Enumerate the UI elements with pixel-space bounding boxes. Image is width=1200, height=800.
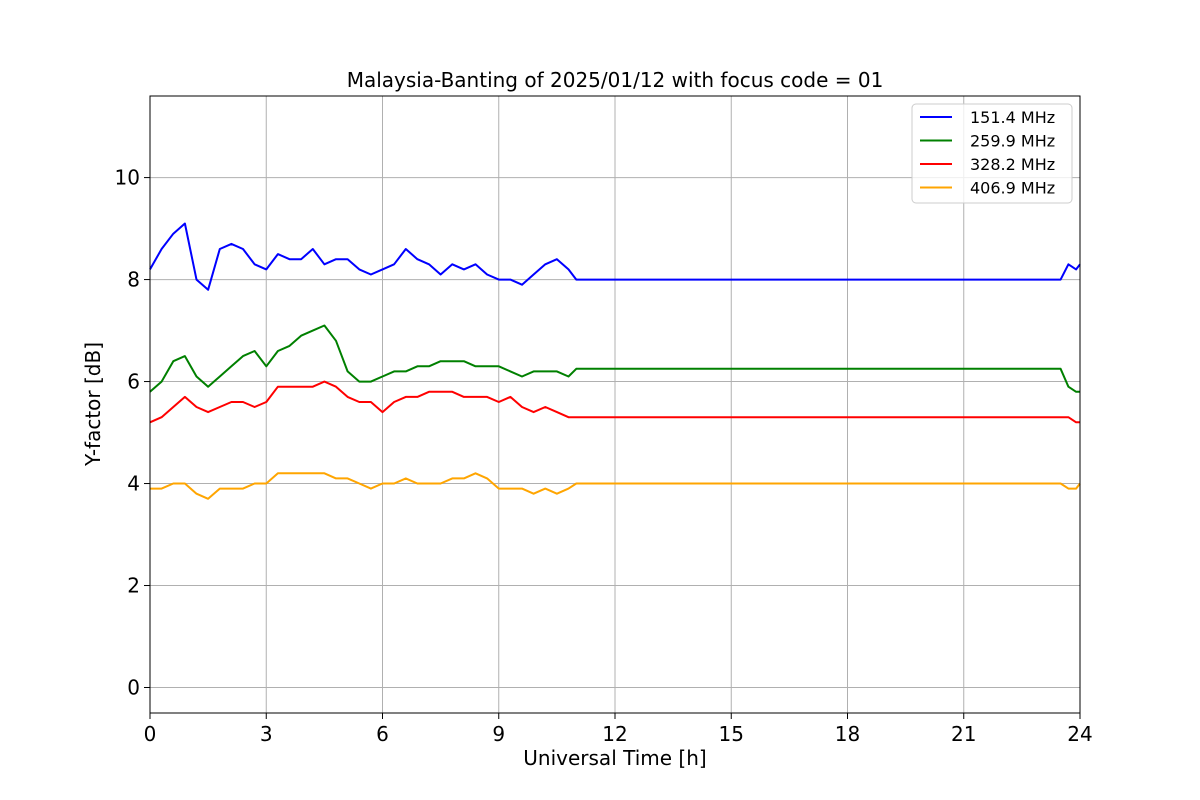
x-tick-label: 3: [260, 722, 273, 746]
series-line-2: [149, 380, 1080, 424]
y-tick-label: 0: [127, 676, 140, 700]
y-tick-label: 4: [127, 472, 140, 496]
y-tick-label: 2: [127, 574, 140, 598]
legend-box: [911, 103, 1073, 204]
y-axis-label: Y-factor [dB]: [81, 342, 105, 467]
chart-title: Malaysia-Banting of 2025/01/12 with focu…: [347, 68, 884, 92]
legend-label: 406.9 MHz: [970, 179, 1055, 198]
legend-label: 151.4 MHz: [970, 108, 1055, 127]
x-axis-label: Universal Time [h]: [523, 746, 706, 770]
series-line-3: [150, 472, 1081, 500]
legend-label: 328.2 MHz: [970, 155, 1055, 174]
x-tick-label: 24: [1067, 722, 1092, 746]
x-tick-label: 21: [951, 722, 976, 746]
y-tick-label: 10: [115, 166, 140, 190]
legend: 151.4 MHz 259.9 MHz 328.2 MHz 406.9 MHz: [911, 103, 1073, 204]
x-tick-label: 9: [492, 722, 505, 746]
x-tick-label: 15: [719, 722, 744, 746]
x-tick-label: 12: [602, 722, 627, 746]
x-tick-label: 0: [144, 722, 157, 746]
legend-label: 259.9 MHz: [970, 132, 1055, 151]
series-line-0: [149, 222, 1081, 291]
y-tick-label: 6: [127, 370, 140, 394]
series-line-1: [149, 324, 1080, 393]
x-tick-label: 18: [835, 722, 860, 746]
x-tick-label: 6: [376, 722, 389, 746]
series-lines: [149, 222, 1081, 500]
y-tick-label: 8: [127, 268, 140, 292]
